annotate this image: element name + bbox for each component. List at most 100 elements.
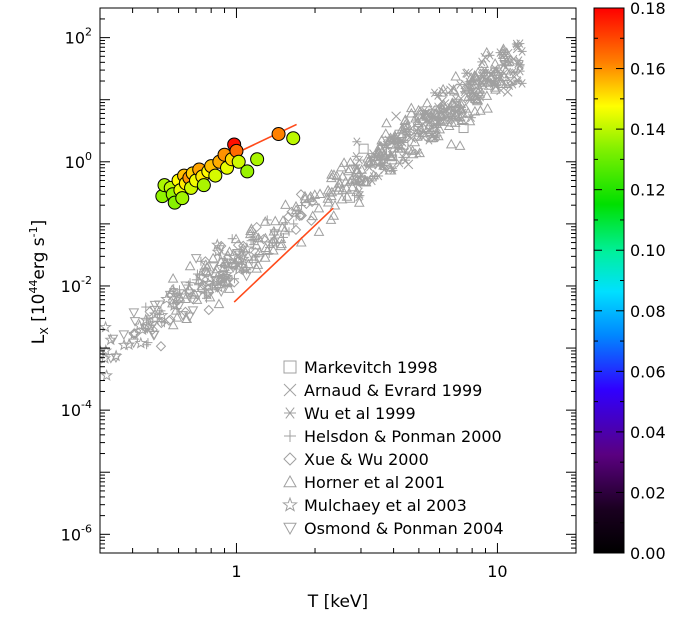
observed-point xyxy=(378,160,388,170)
observed-point xyxy=(250,247,261,258)
observed-point xyxy=(358,176,369,187)
legend-label: Wu et al 1999 xyxy=(304,404,416,423)
observed-point xyxy=(381,117,392,128)
observed-point xyxy=(290,224,302,236)
y-axis-title: LX [1044erg s-1] xyxy=(27,220,51,345)
observed-point xyxy=(259,216,271,226)
observed-point xyxy=(184,260,196,271)
legend: Markevitch 1998 Arnaud & Evrard 1999 Wu et… xyxy=(282,358,504,538)
observed-point xyxy=(286,206,297,218)
observed-point xyxy=(128,308,140,318)
y-title-post: ] xyxy=(29,220,49,227)
observed-point xyxy=(170,304,182,315)
observed-point xyxy=(184,289,196,299)
legend-marker-triangle-up xyxy=(283,474,297,488)
observed-point xyxy=(167,319,179,330)
observed-point xyxy=(502,87,513,97)
observed-point xyxy=(515,66,525,76)
x-tick-label: 10 xyxy=(487,562,507,581)
observed-point xyxy=(374,171,384,181)
observed-point xyxy=(388,166,398,175)
observed-point xyxy=(456,115,466,125)
observed-point xyxy=(512,43,523,54)
observed-point xyxy=(358,143,369,154)
observed-point xyxy=(489,58,501,68)
observed-point xyxy=(148,307,162,321)
legend-marker-square xyxy=(283,360,297,374)
observed-point xyxy=(195,270,205,280)
observed-point xyxy=(386,147,397,158)
observed-point xyxy=(338,157,350,167)
observed-point xyxy=(202,293,212,303)
observed-point xyxy=(168,286,179,298)
colorbar-tick-label: 0.16 xyxy=(630,60,666,79)
observed-point xyxy=(447,97,458,107)
observed-point xyxy=(438,86,449,97)
observed-point xyxy=(436,109,448,120)
observed-point xyxy=(174,291,186,302)
observed-point xyxy=(464,77,474,87)
observed-point xyxy=(201,287,215,300)
observed-point xyxy=(149,300,161,311)
observed-point xyxy=(469,105,481,116)
observed-point xyxy=(331,170,343,181)
observed-point xyxy=(249,240,259,250)
observed-point xyxy=(306,215,317,226)
observed-point xyxy=(295,189,307,200)
observed-point xyxy=(192,290,204,301)
colorbar-tick-label: 0.12 xyxy=(630,181,666,200)
observed-point xyxy=(411,115,421,125)
observed-point xyxy=(505,75,516,86)
observed-point xyxy=(250,231,262,243)
fit-line xyxy=(233,207,334,303)
observed-point xyxy=(413,123,424,134)
observed-point xyxy=(203,271,217,284)
legend-label: Horner et al 2001 xyxy=(304,473,445,492)
observed-point xyxy=(156,317,167,329)
observed-point xyxy=(167,272,179,283)
observed-point xyxy=(495,75,506,86)
observed-point xyxy=(476,71,486,80)
observed-point xyxy=(166,284,178,294)
observed-point xyxy=(117,338,131,351)
observed-point xyxy=(334,178,346,188)
observed-point xyxy=(232,248,243,259)
observed-point xyxy=(475,105,486,115)
observed-point xyxy=(352,163,362,173)
observed-point xyxy=(223,283,235,293)
observed-point xyxy=(241,271,252,282)
legend-marker-asterisk xyxy=(284,407,296,419)
observed-point xyxy=(207,252,219,263)
observed-point xyxy=(447,98,458,109)
observed-point xyxy=(139,324,151,335)
observed-point xyxy=(183,284,195,294)
observed-point xyxy=(211,263,222,274)
observed-point xyxy=(383,135,393,145)
legend-marker-plus xyxy=(284,430,296,442)
observed-point xyxy=(388,163,398,173)
simulated-point xyxy=(250,152,265,167)
observed-point xyxy=(430,88,440,98)
observed-point xyxy=(485,50,495,60)
legend-label: Helsdon & Ponman 2000 xyxy=(304,427,502,446)
observed-point xyxy=(336,161,347,172)
observed-point xyxy=(184,312,195,323)
observed-point xyxy=(464,115,476,126)
observed-point xyxy=(458,123,469,134)
simulated-point xyxy=(271,127,286,142)
colorbar-tick-label: 0.10 xyxy=(630,241,666,260)
observed-point xyxy=(405,102,417,113)
observed-point xyxy=(313,202,325,213)
y-title-pre: [10 xyxy=(29,294,49,328)
observed-point xyxy=(251,221,262,233)
simulated-point xyxy=(240,164,255,179)
observed-point xyxy=(208,262,220,273)
observed-point xyxy=(364,162,374,172)
observed-point xyxy=(155,308,169,321)
colorbar-axis: 0.00 0.02 0.04 0.06 0.08 0.10 0.12 0.14 0.16 0.18 xyxy=(594,0,666,563)
observed-point xyxy=(269,215,281,226)
observed-point xyxy=(398,139,409,150)
observed-point xyxy=(391,111,401,122)
observed-point xyxy=(394,129,405,140)
observed-point xyxy=(267,237,277,247)
